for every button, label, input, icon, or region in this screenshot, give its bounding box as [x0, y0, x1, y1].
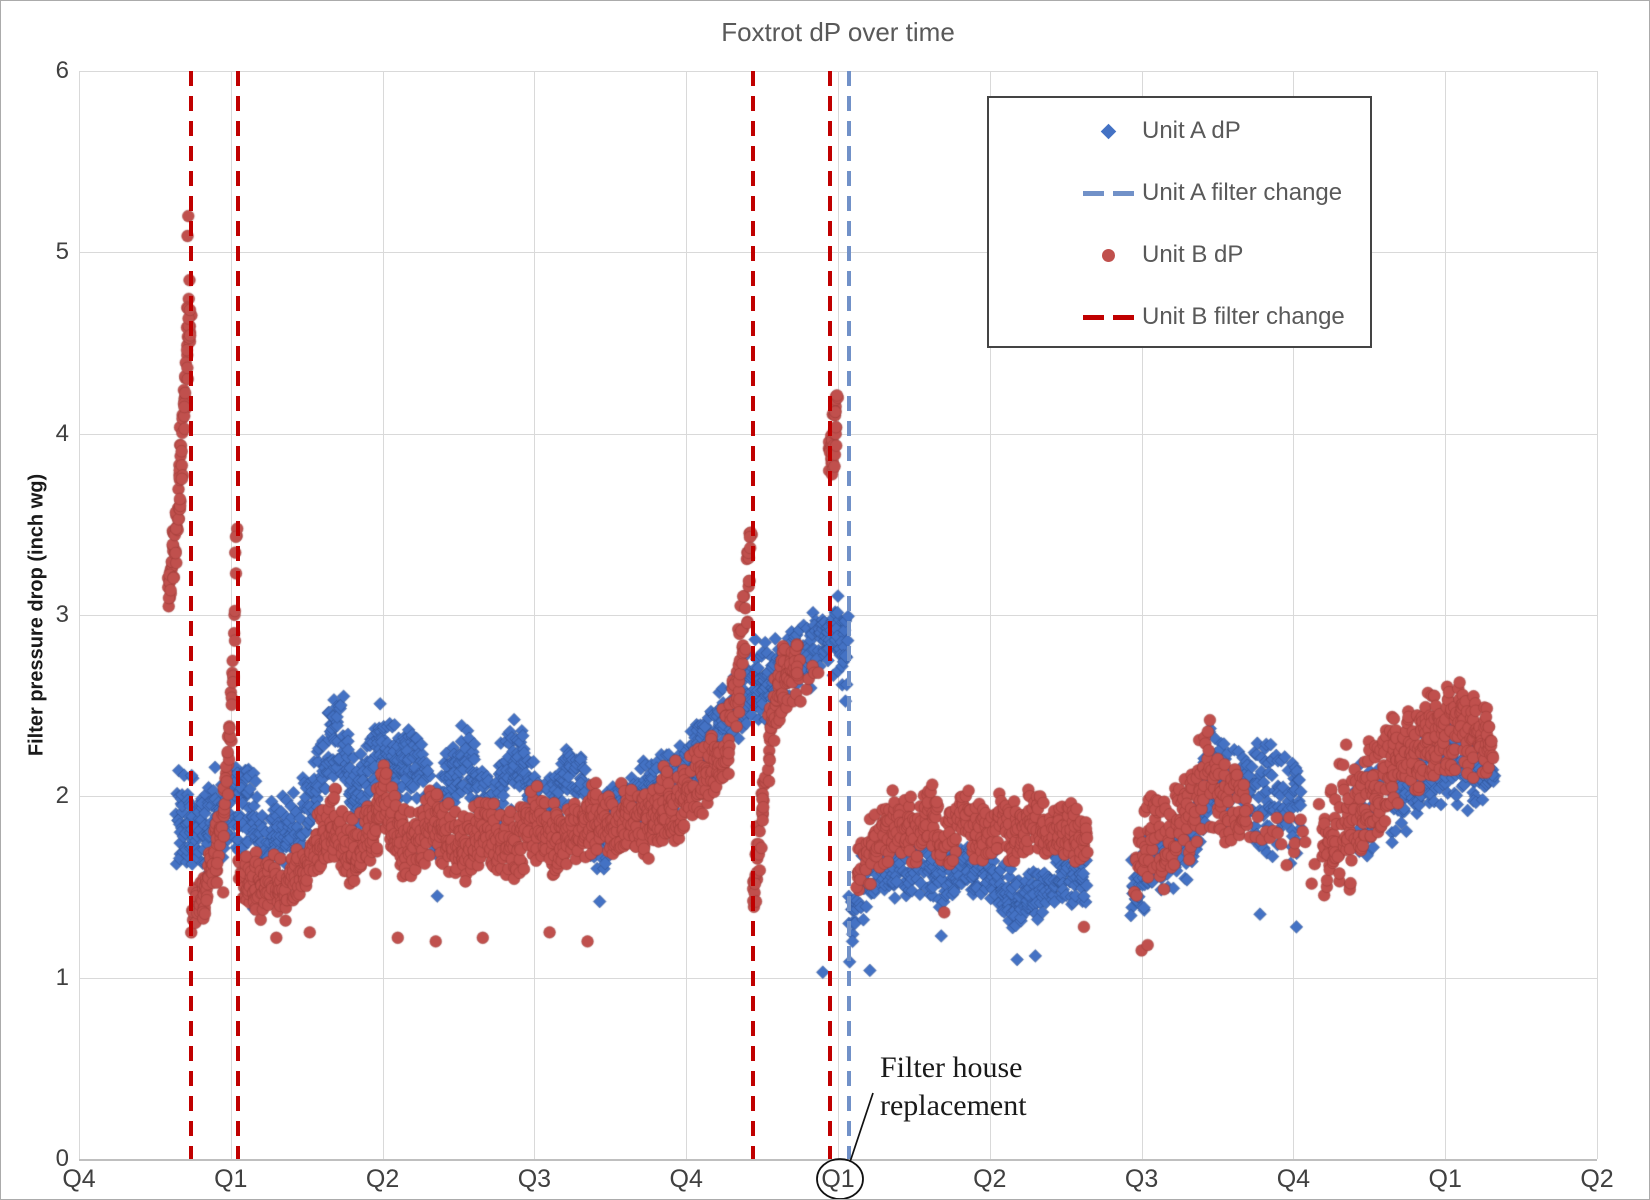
unit-b-dashed-line-icon	[1080, 314, 1136, 320]
unit-b-filter-change-line	[750, 71, 755, 1159]
unit-b-filter-change-line	[235, 71, 240, 1159]
unit-a-dashed-line-icon	[1080, 190, 1136, 196]
unit-a-filter-change-line	[846, 71, 851, 1159]
legend-item-unit-a-dp: Unit A dP	[989, 111, 1362, 151]
legend-label: Unit B filter change	[1142, 303, 1345, 330]
annotation-line1: Filter house	[880, 1051, 1023, 1084]
legend: Unit A dP Unit A filter change Unit B dP…	[987, 96, 1372, 348]
annotation-line2: replacement	[880, 1089, 1027, 1122]
legend-label: Unit A dP	[1142, 117, 1241, 144]
legend-item-unit-a-filter-change: Unit A filter change	[989, 173, 1362, 213]
annotation-text: Filter house replacement	[880, 1049, 1027, 1125]
legend-label: Unit B dP	[1142, 241, 1244, 268]
unit-b-filter-change-line	[189, 71, 194, 1159]
legend-item-unit-b-dp: Unit B dP	[989, 235, 1362, 275]
unit-a-diamond-marker-icon	[1080, 123, 1136, 139]
unit-b-circle-marker-icon	[1080, 248, 1136, 262]
legend-item-unit-b-filter-change: Unit B filter change	[989, 297, 1362, 337]
legend-label: Unit A filter change	[1142, 179, 1343, 206]
unit-b-filter-change-line	[828, 71, 833, 1159]
